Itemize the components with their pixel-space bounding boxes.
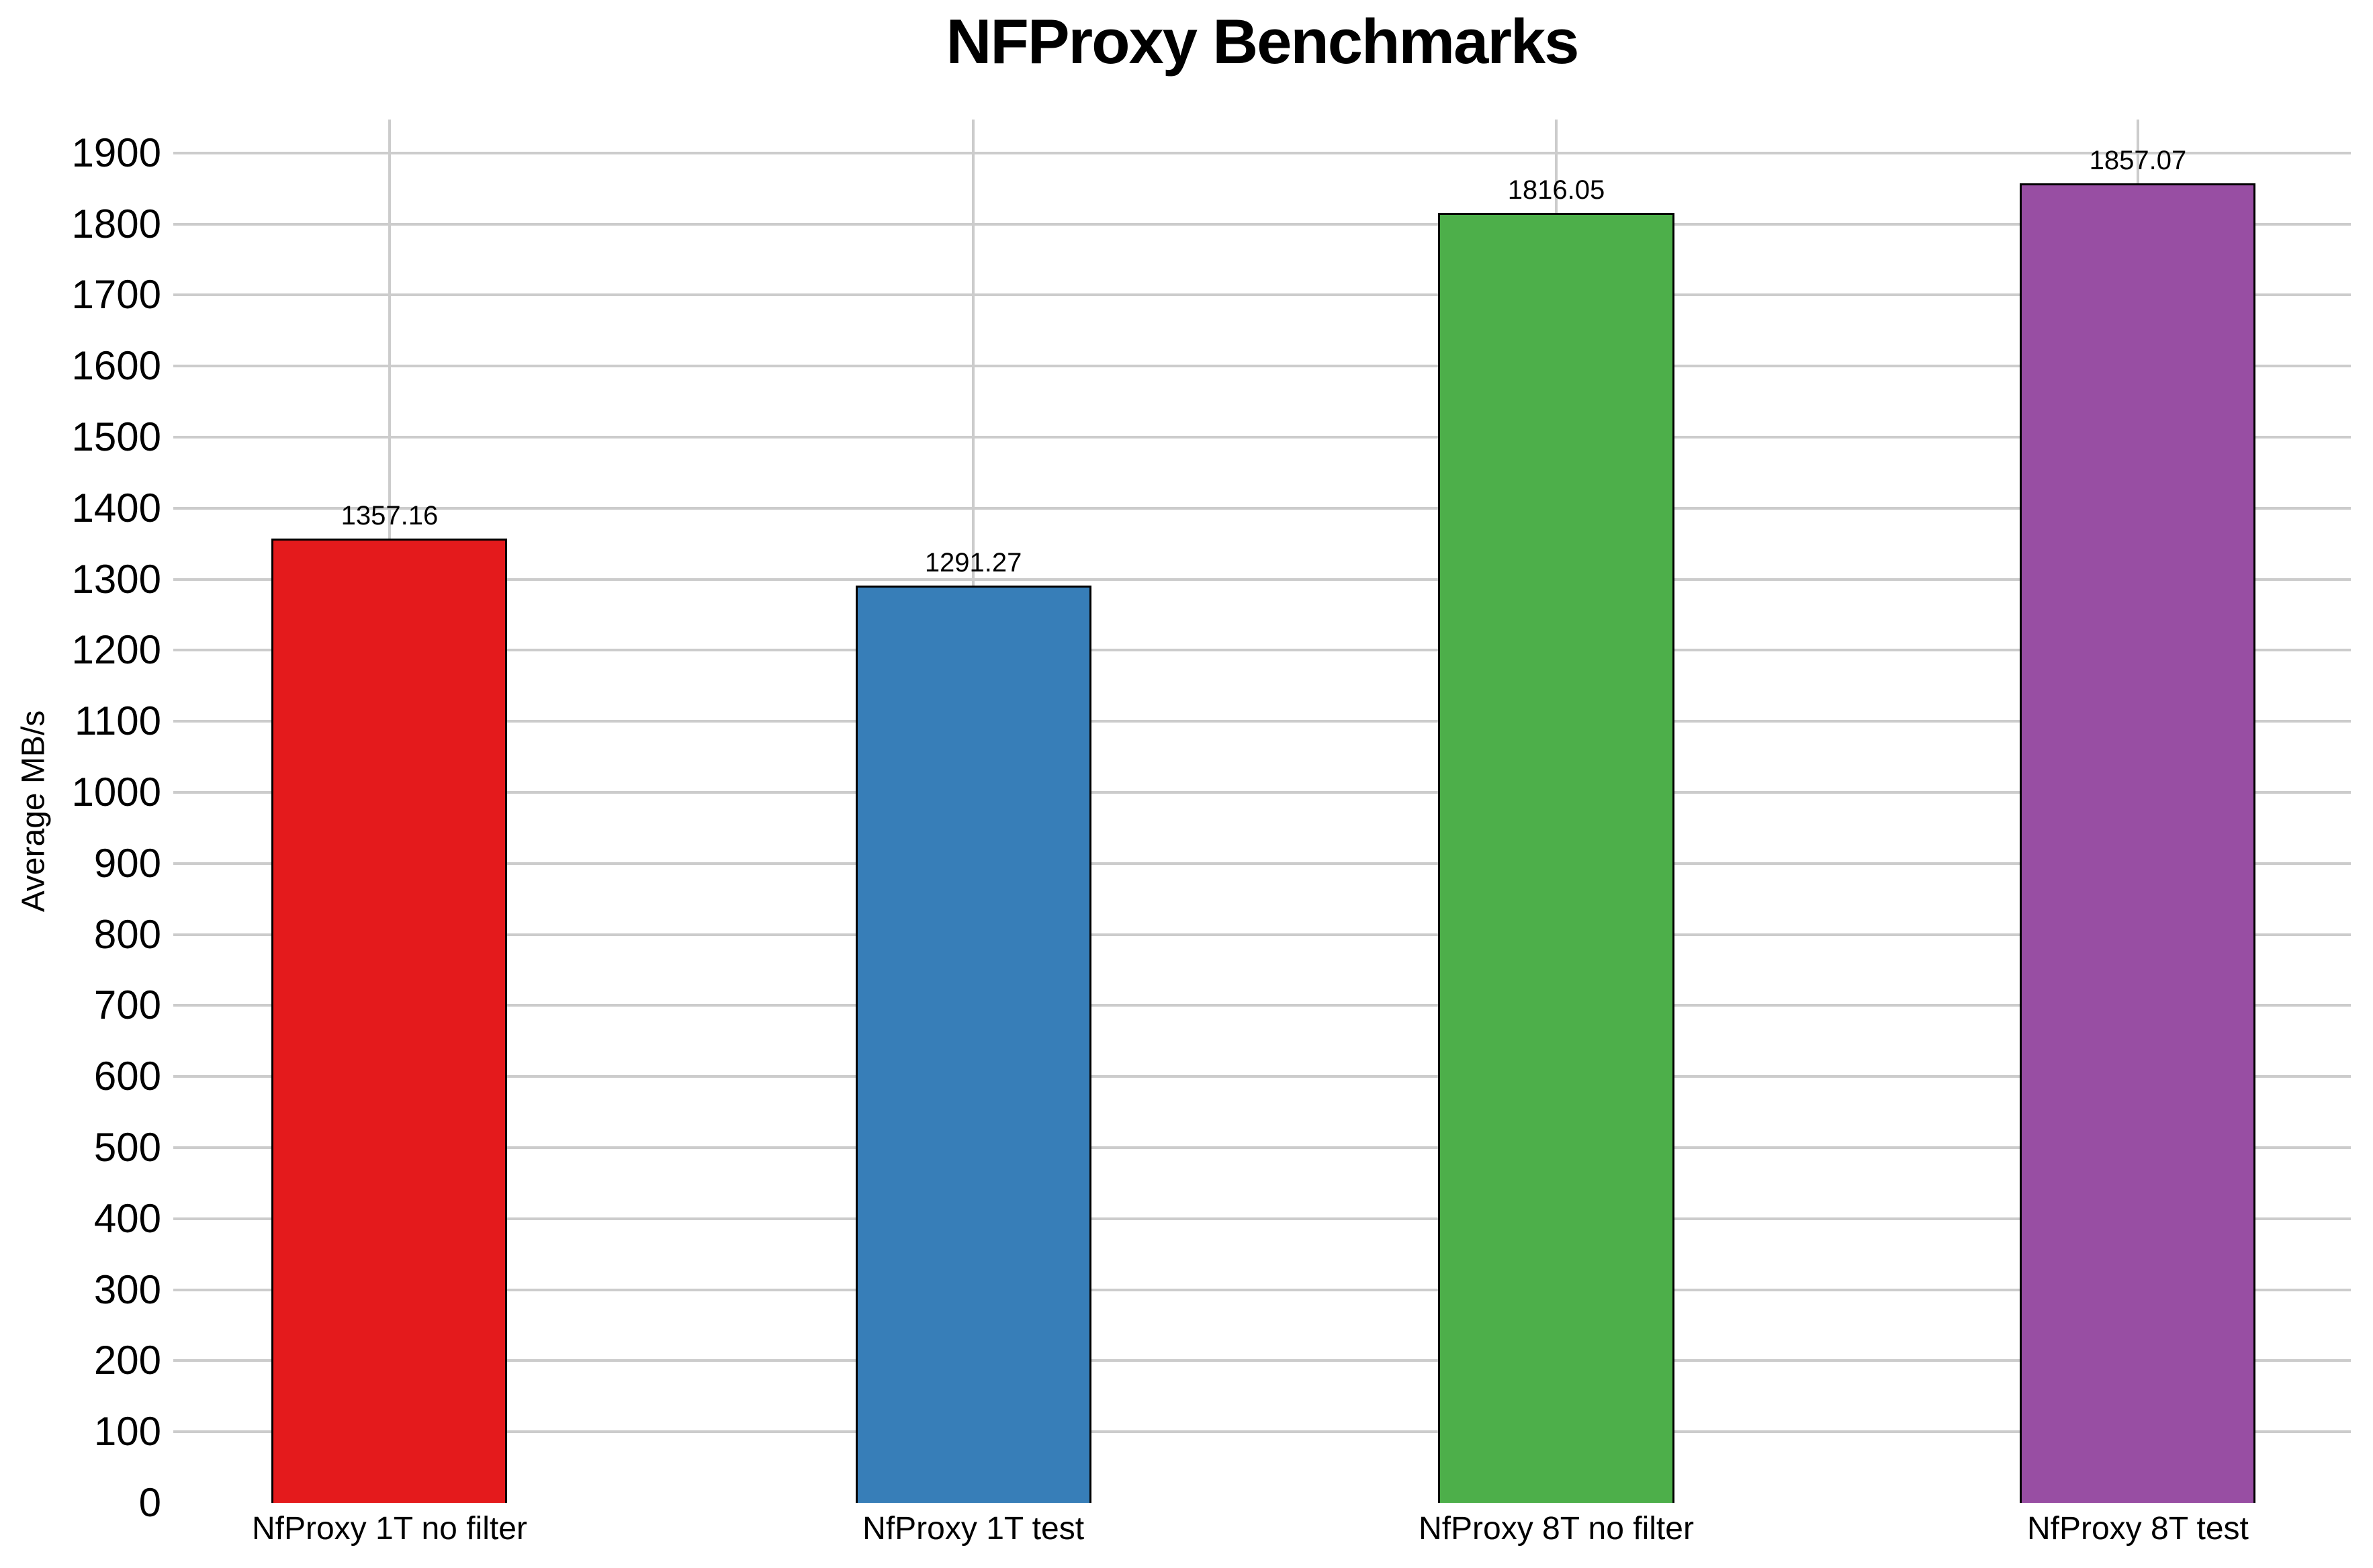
horizontal-gridline-200 — [173, 1359, 2351, 1363]
x-axis-category-labels: NfProxy 1T no filter NfProxy 1T test NfPro… — [173, 1513, 2351, 1560]
y-tick-label-500: 500 — [93, 1124, 161, 1170]
bar-value-label-nfproxy-1t-no-filter: 1357.16 — [341, 501, 439, 531]
plot-area: 1357.16 1291.27 1816.05 1857.07 — [173, 120, 2351, 1503]
y-tick-label-600: 600 — [93, 1054, 161, 1099]
chart-title: NFProxy Benchmarks — [946, 6, 1580, 77]
y-tick-label-700: 700 — [93, 982, 161, 1028]
y-tick-label-300: 300 — [93, 1266, 161, 1312]
y-tick-label-900: 900 — [93, 840, 161, 886]
bar-nfproxy-8t-test — [2020, 183, 2256, 1503]
horizontal-gridline-1700 — [173, 293, 2351, 297]
y-tick-label-1000: 1000 — [71, 769, 161, 815]
horizontal-gridline-900 — [173, 862, 2351, 865]
y-tick-label-1900: 1900 — [71, 130, 161, 175]
horizontal-gridline-1000 — [173, 790, 2351, 794]
horizontal-gridline-400 — [173, 1217, 2351, 1220]
bar-value-label-nfproxy-8t-test: 1857.07 — [2089, 146, 2187, 176]
bar-nfproxy-1t-no-filter — [271, 539, 508, 1503]
x-category-label-nfproxy-1t-test: NfProxy 1T test — [862, 1511, 1085, 1547]
y-tick-label-400: 400 — [93, 1195, 161, 1241]
y-tick-label-1200: 1200 — [71, 627, 161, 673]
y-tick-label-1400: 1400 — [71, 485, 161, 531]
horizontal-gridline-1800 — [173, 222, 2351, 226]
x-category-label-nfproxy-8t-no-filter: NfProxy 8T no filter — [1419, 1511, 1694, 1547]
y-tick-label-0: 0 — [138, 1480, 161, 1525]
y-tick-label-1800: 1800 — [71, 201, 161, 246]
y-tick-label-1600: 1600 — [71, 343, 161, 389]
y-axis-tick-labels: 0 100 200 300 400 500 600 700 800 900 1000 1100 1200… — [0, 120, 161, 1522]
bar-nfproxy-1t-test — [855, 585, 1091, 1503]
x-category-label-nfproxy-8t-test: NfProxy 8T test — [2026, 1511, 2249, 1547]
y-tick-label-1300: 1300 — [71, 556, 161, 602]
horizontal-gridline-600 — [173, 1075, 2351, 1078]
horizontal-gridline-700 — [173, 1004, 2351, 1007]
y-tick-label-800: 800 — [93, 911, 161, 957]
horizontal-gridline-1500 — [173, 435, 2351, 439]
horizontal-gridline-100 — [173, 1430, 2351, 1434]
bar-value-label-nfproxy-8t-no-filter: 1816.05 — [1507, 175, 1605, 205]
x-category-label-nfproxy-1t-no-filter: NfProxy 1T no filter — [251, 1511, 527, 1547]
y-tick-label-1100: 1100 — [74, 698, 161, 744]
y-tick-label-200: 200 — [93, 1338, 161, 1383]
y-tick-label-1700: 1700 — [71, 272, 161, 318]
y-tick-label-1500: 1500 — [71, 414, 161, 459]
horizontal-gridline-500 — [173, 1146, 2351, 1149]
bar-nfproxy-8t-no-filter — [1438, 212, 1674, 1503]
horizontal-gridline-1400 — [173, 506, 2351, 510]
horizontal-gridline-1300 — [173, 578, 2351, 581]
horizontal-gridline-800 — [173, 933, 2351, 936]
y-tick-label-100: 100 — [93, 1409, 161, 1455]
bar-value-label-nfproxy-1t-test: 1291.27 — [924, 547, 1022, 578]
horizontal-gridline-1600 — [173, 365, 2351, 368]
horizontal-gridline-1900 — [173, 151, 2351, 154]
horizontal-gridline-1100 — [173, 720, 2351, 723]
horizontal-gridline-300 — [173, 1288, 2351, 1291]
horizontal-gridline-1200 — [173, 649, 2351, 652]
